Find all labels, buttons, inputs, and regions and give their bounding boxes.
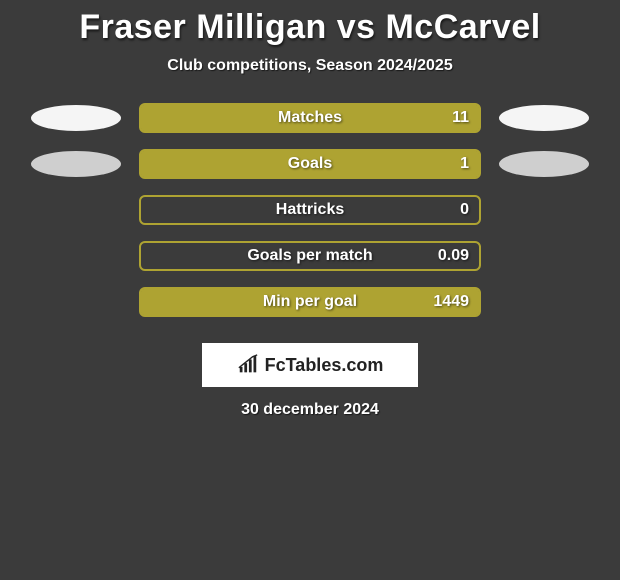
stat-label: Goals [288,155,332,173]
brand-box: FcTables.com [202,343,418,387]
subtitle: Club competitions, Season 2024/2025 [0,57,620,75]
stat-label: Matches [278,109,342,127]
stat-bar: Matches 11 [139,103,481,133]
stat-row: Min per goal 1449 [0,287,620,317]
stat-value: 1449 [433,293,469,311]
stat-bar: Goals 1 [139,149,481,179]
player2-marker [499,151,589,177]
stat-row: Goals 1 [0,149,620,179]
player1-marker [31,151,121,177]
stat-label: Goals per match [247,247,372,265]
stat-bar: Min per goal 1449 [139,287,481,317]
stat-value: 0.09 [438,247,469,265]
stat-value: 11 [452,109,469,127]
stat-bar: Hattricks 0 [139,195,481,225]
stat-bar: Goals per match 0.09 [139,241,481,271]
stat-value: 0 [460,201,469,219]
stat-label: Hattricks [276,201,344,219]
stat-row: Goals per match 0.09 [0,241,620,271]
stat-label: Min per goal [263,293,357,311]
comparison-infographic: Fraser Milligan vs McCarvel Club competi… [0,0,620,419]
player1-marker [31,105,121,131]
bar-chart-icon [237,354,259,376]
player2-marker [499,105,589,131]
stat-value: 1 [460,155,469,173]
stat-row: Hattricks 0 [0,195,620,225]
date-line: 30 december 2024 [0,401,620,419]
brand-text: FcTables.com [265,355,384,376]
stat-rows: Matches 11 Goals 1 Hattricks 0 Goals per match… [0,103,620,317]
stat-row: Matches 11 [0,103,620,133]
page-title: Fraser Milligan vs McCarvel [0,8,620,47]
